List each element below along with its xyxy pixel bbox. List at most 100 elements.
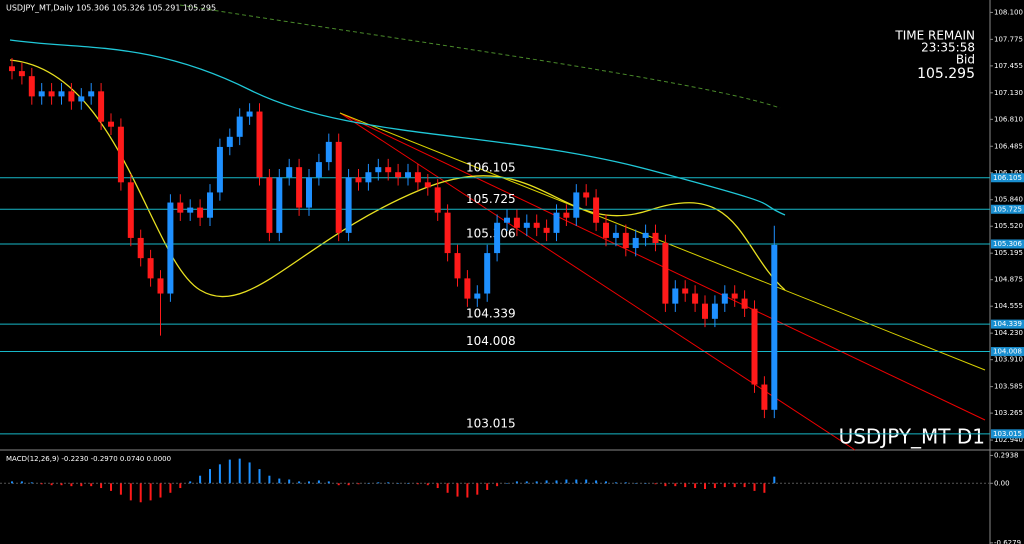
macd-bar	[30, 482, 33, 484]
y-tick-label: 102.940	[994, 436, 1023, 444]
chart-title: USDJPY_MT,Daily 105.306 105.326 105.291 …	[6, 4, 216, 13]
candle-body	[662, 242, 669, 304]
candle-body	[167, 202, 174, 294]
macd-bar	[545, 480, 548, 484]
candle-body	[325, 141, 332, 163]
candle-body	[761, 384, 768, 410]
candle-body	[88, 91, 95, 97]
level-label: 106.105	[466, 160, 516, 174]
macd-bar	[624, 482, 627, 484]
candle-body	[345, 177, 352, 233]
y-tick-label: 105.840	[994, 196, 1023, 204]
macd-bar	[110, 483, 112, 491]
macd-bar	[634, 483, 637, 484]
trend-line	[339, 112, 986, 371]
y-tick-label: 104.555	[994, 302, 1023, 310]
candle-body	[157, 278, 164, 294]
y-tick-label: 106.165	[994, 169, 1023, 177]
macd-bar	[238, 458, 241, 484]
y-tick-label: 103.585	[994, 383, 1023, 391]
candle-body	[276, 177, 283, 233]
macd-bar	[704, 483, 706, 489]
candle-body	[177, 202, 184, 213]
y-tick-label: 107.455	[994, 62, 1023, 70]
macd-bar	[446, 483, 449, 493]
candle-body	[513, 217, 520, 228]
macd-bar	[506, 483, 508, 484]
macd-bar	[149, 483, 152, 501]
macd-bar	[426, 483, 429, 486]
macd-bar	[11, 481, 13, 484]
y-tick-label: 106.485	[994, 142, 1023, 150]
y-tick-label: 106.810	[994, 115, 1023, 123]
candle-body	[721, 293, 728, 304]
candle-body	[385, 167, 392, 173]
macd-bar	[70, 483, 73, 487]
macd-bar	[80, 483, 83, 487]
macd-bar	[40, 483, 43, 485]
timer-label: TIME REMAIN	[894, 29, 975, 43]
macd-bar	[228, 459, 231, 484]
macd-bar	[159, 483, 162, 498]
candle-body	[494, 222, 501, 254]
macd-bar	[218, 464, 221, 484]
candle-body	[603, 222, 609, 238]
level-tag-label: 104.339	[993, 320, 1022, 328]
y-tick-label: 103.910	[994, 356, 1023, 364]
macd-bar	[248, 462, 251, 484]
timer-time: 23:35:58	[921, 41, 975, 55]
candle-body	[28, 76, 35, 97]
macd-bar	[20, 481, 23, 484]
macd-tick-label: 0.2938	[994, 451, 1019, 459]
macd-bar	[555, 480, 558, 484]
macd-bar	[565, 479, 568, 484]
macd-bar	[50, 483, 53, 486]
macd-bar	[179, 483, 182, 489]
macd-bar	[298, 481, 301, 484]
candle-body	[266, 177, 273, 233]
candle-body	[18, 71, 25, 77]
candle-body	[652, 232, 659, 243]
level-tag-label: 105.725	[993, 205, 1022, 213]
macd-bar	[605, 481, 607, 484]
macd-bar	[743, 483, 746, 488]
macd-bar	[337, 483, 340, 486]
macd-bar	[416, 483, 419, 485]
level-label: 105.725	[466, 192, 516, 206]
candle-body	[187, 207, 194, 213]
candle-body	[533, 222, 540, 228]
macd-bar	[476, 483, 479, 495]
candle-body	[711, 303, 718, 319]
candle-body	[58, 91, 65, 97]
candle-body	[108, 121, 114, 127]
macd-bar	[595, 480, 598, 484]
macd-bar	[614, 482, 617, 484]
macd-bar	[268, 475, 271, 484]
candle-body	[583, 192, 590, 198]
macd-bar	[753, 483, 756, 491]
level-label: 105.306	[466, 226, 516, 240]
candle-body	[751, 308, 758, 385]
level-tag	[991, 239, 1024, 249]
candle-body	[98, 91, 105, 122]
macd-bar	[308, 481, 310, 484]
candle-body	[335, 141, 342, 233]
candle-body	[48, 91, 55, 97]
level-tag-label: 105.306	[993, 240, 1022, 248]
macd-bar	[347, 483, 350, 486]
candle-body	[702, 303, 708, 319]
candle-body	[612, 232, 619, 238]
macd-bar	[387, 482, 390, 484]
macd-bar	[654, 483, 657, 485]
candle-body	[226, 136, 233, 147]
macd-bar	[119, 483, 122, 495]
candle-body	[286, 167, 293, 178]
macd-bar	[763, 483, 766, 493]
macd-bar	[674, 483, 677, 487]
macd-bar	[733, 483, 736, 488]
candle-body	[444, 212, 451, 254]
macd-bar	[397, 483, 400, 484]
level-tag	[991, 173, 1024, 183]
macd-bar	[466, 483, 469, 498]
candle-body	[365, 172, 372, 183]
